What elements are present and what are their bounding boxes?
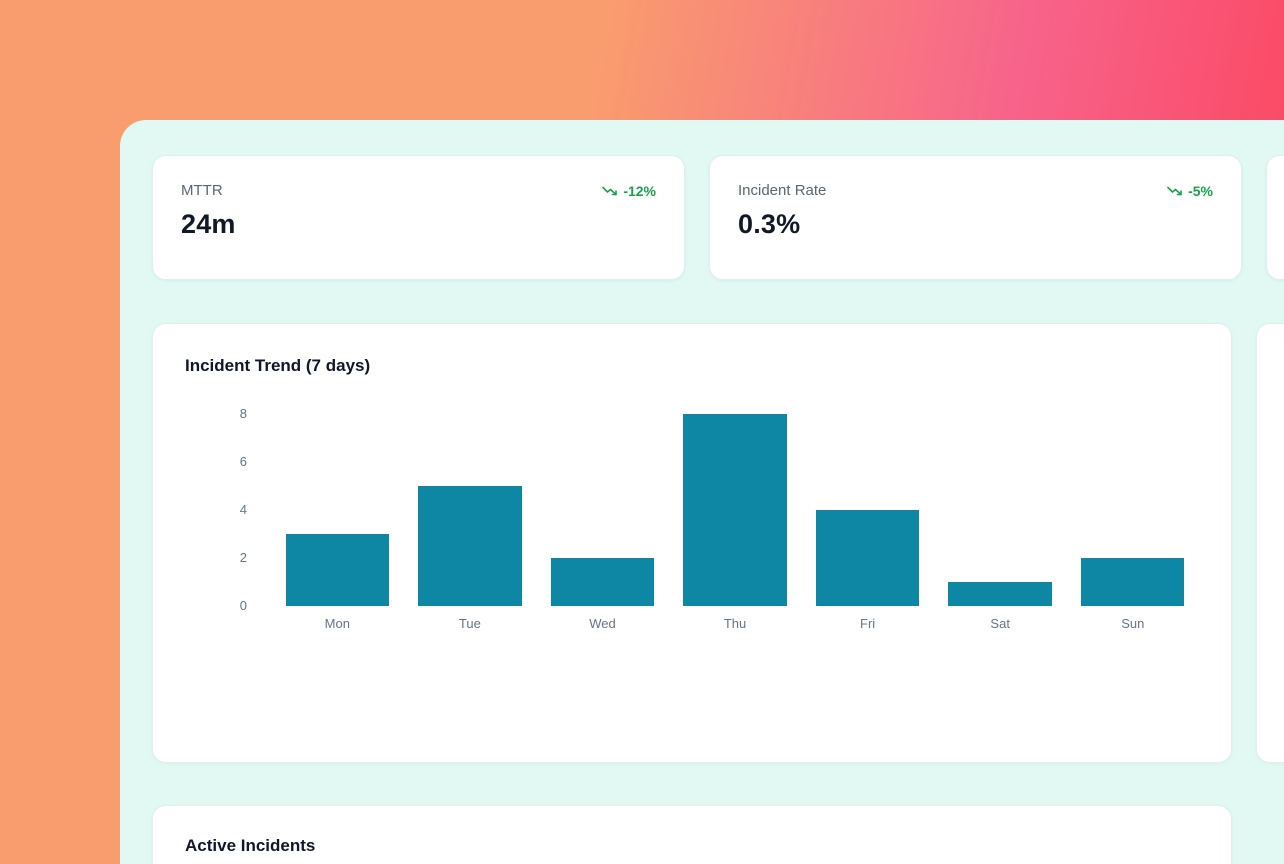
kpi-label: MTTR (181, 182, 223, 199)
kpi-value: 24m (181, 209, 236, 239)
y-axis: 0 2 4 6 8 (185, 406, 257, 613)
chart-row: Incident Trend (7 days) 0 2 4 6 8 Mon Tue Wed T… (152, 323, 1284, 763)
bar-slot-thu (669, 414, 802, 606)
bar-plot (271, 414, 1199, 606)
y-tick-label: 8 (239, 406, 247, 421)
x-axis: Mon Tue Wed Thu Fri Sat Sun (271, 616, 1199, 631)
bar-slot-sun (1066, 414, 1199, 606)
kpi-header: MTTR -12% (181, 182, 656, 199)
kpi-label: Incident Rate (738, 182, 827, 199)
side-card-partial (1256, 323, 1284, 763)
kpi-delta: -5% (1167, 183, 1213, 199)
kpi-delta-value: -12% (623, 182, 656, 199)
bar-mon (285, 534, 389, 606)
bar-chart: 0 2 4 6 8 (185, 406, 1199, 613)
bar-sat (948, 582, 1052, 606)
kpi-header: Incident Rate -5% (738, 182, 1213, 199)
active-incidents-card: Active Incidents (152, 805, 1232, 864)
chart-title: Incident Trend (7 days) (185, 356, 371, 375)
kpi-delta: -12% (602, 183, 656, 199)
bar-slot-mon (271, 414, 404, 606)
x-tick-label-sat: Sat (990, 616, 1010, 631)
bar-slot-tue (404, 414, 537, 606)
dashboard-panel: MTTR -12% 24m Incident Rate (120, 120, 1284, 864)
x-tick-label-mon: Mon (324, 616, 350, 631)
x-tick-label-tue: Tue (458, 616, 481, 631)
active-incidents-title: Active Incidents (185, 836, 316, 855)
x-tick-label-fri: Fri (860, 616, 876, 631)
bar-tue (418, 486, 522, 606)
incident-trend-card: Incident Trend (7 days) 0 2 4 6 8 Mon Tue Wed T… (152, 323, 1232, 763)
trend-down-icon (1167, 186, 1182, 195)
kpi-card-mttr: MTTR -12% 24m (152, 155, 685, 280)
kpi-card-partial (1266, 155, 1284, 280)
y-tick-label: 6 (239, 454, 247, 469)
bar-slot-fri (801, 414, 934, 606)
bar-thu (683, 414, 787, 606)
bar-wed (550, 558, 655, 606)
x-tick-label-wed: Wed (589, 616, 616, 631)
kpi-card-incident-rate: Incident Rate -5% 0.3% (709, 155, 1242, 280)
bar-slot-wed (536, 414, 669, 606)
kpi-value: 0.3% (738, 209, 801, 239)
x-tick-label-sun: Sun (1121, 616, 1145, 631)
bar-slot-sat (934, 414, 1067, 606)
bar-sun (1081, 558, 1185, 606)
kpi-row: MTTR -12% 24m Incident Rate (152, 155, 1284, 280)
y-tick-label: 0 (239, 598, 247, 613)
x-tick-label-thu: Thu (723, 616, 747, 631)
kpi-delta-value: -5% (1188, 182, 1213, 199)
y-tick-label: 2 (239, 550, 247, 565)
y-tick-label: 4 (239, 502, 247, 517)
trend-down-icon (602, 186, 618, 195)
bar-fri (815, 510, 920, 606)
